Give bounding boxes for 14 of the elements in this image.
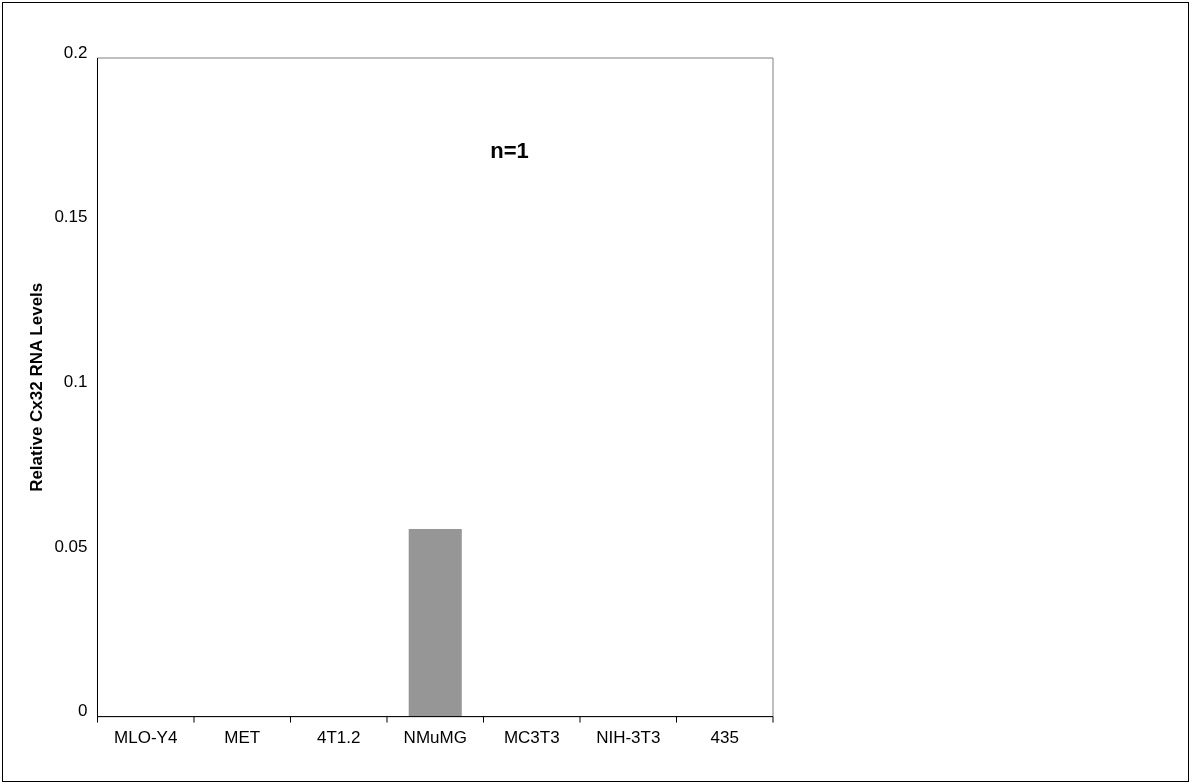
y-tick-label: 0.2 <box>63 42 88 62</box>
annotation: n=1 <box>490 138 529 163</box>
y-axis-title: Relative Cx32 RNA Levels <box>26 282 46 492</box>
y-tick-label: 0.05 <box>54 536 88 556</box>
y-tick-label: 0.1 <box>63 371 88 391</box>
x-tick-label: MC3T3 <box>503 728 560 748</box>
x-tick-label: MET <box>224 728 261 748</box>
x-tick-label: 4T1.2 <box>317 728 361 748</box>
x-tick-label: 435 <box>710 728 739 748</box>
x-tick-label: NMuMG <box>403 728 467 748</box>
x-tick-label: NIH-3T3 <box>596 728 661 748</box>
y-tick-label: 0.15 <box>54 207 88 227</box>
y-tick-label: 0 <box>78 701 88 721</box>
x-tick-label: MLO-Y4 <box>114 728 178 748</box>
